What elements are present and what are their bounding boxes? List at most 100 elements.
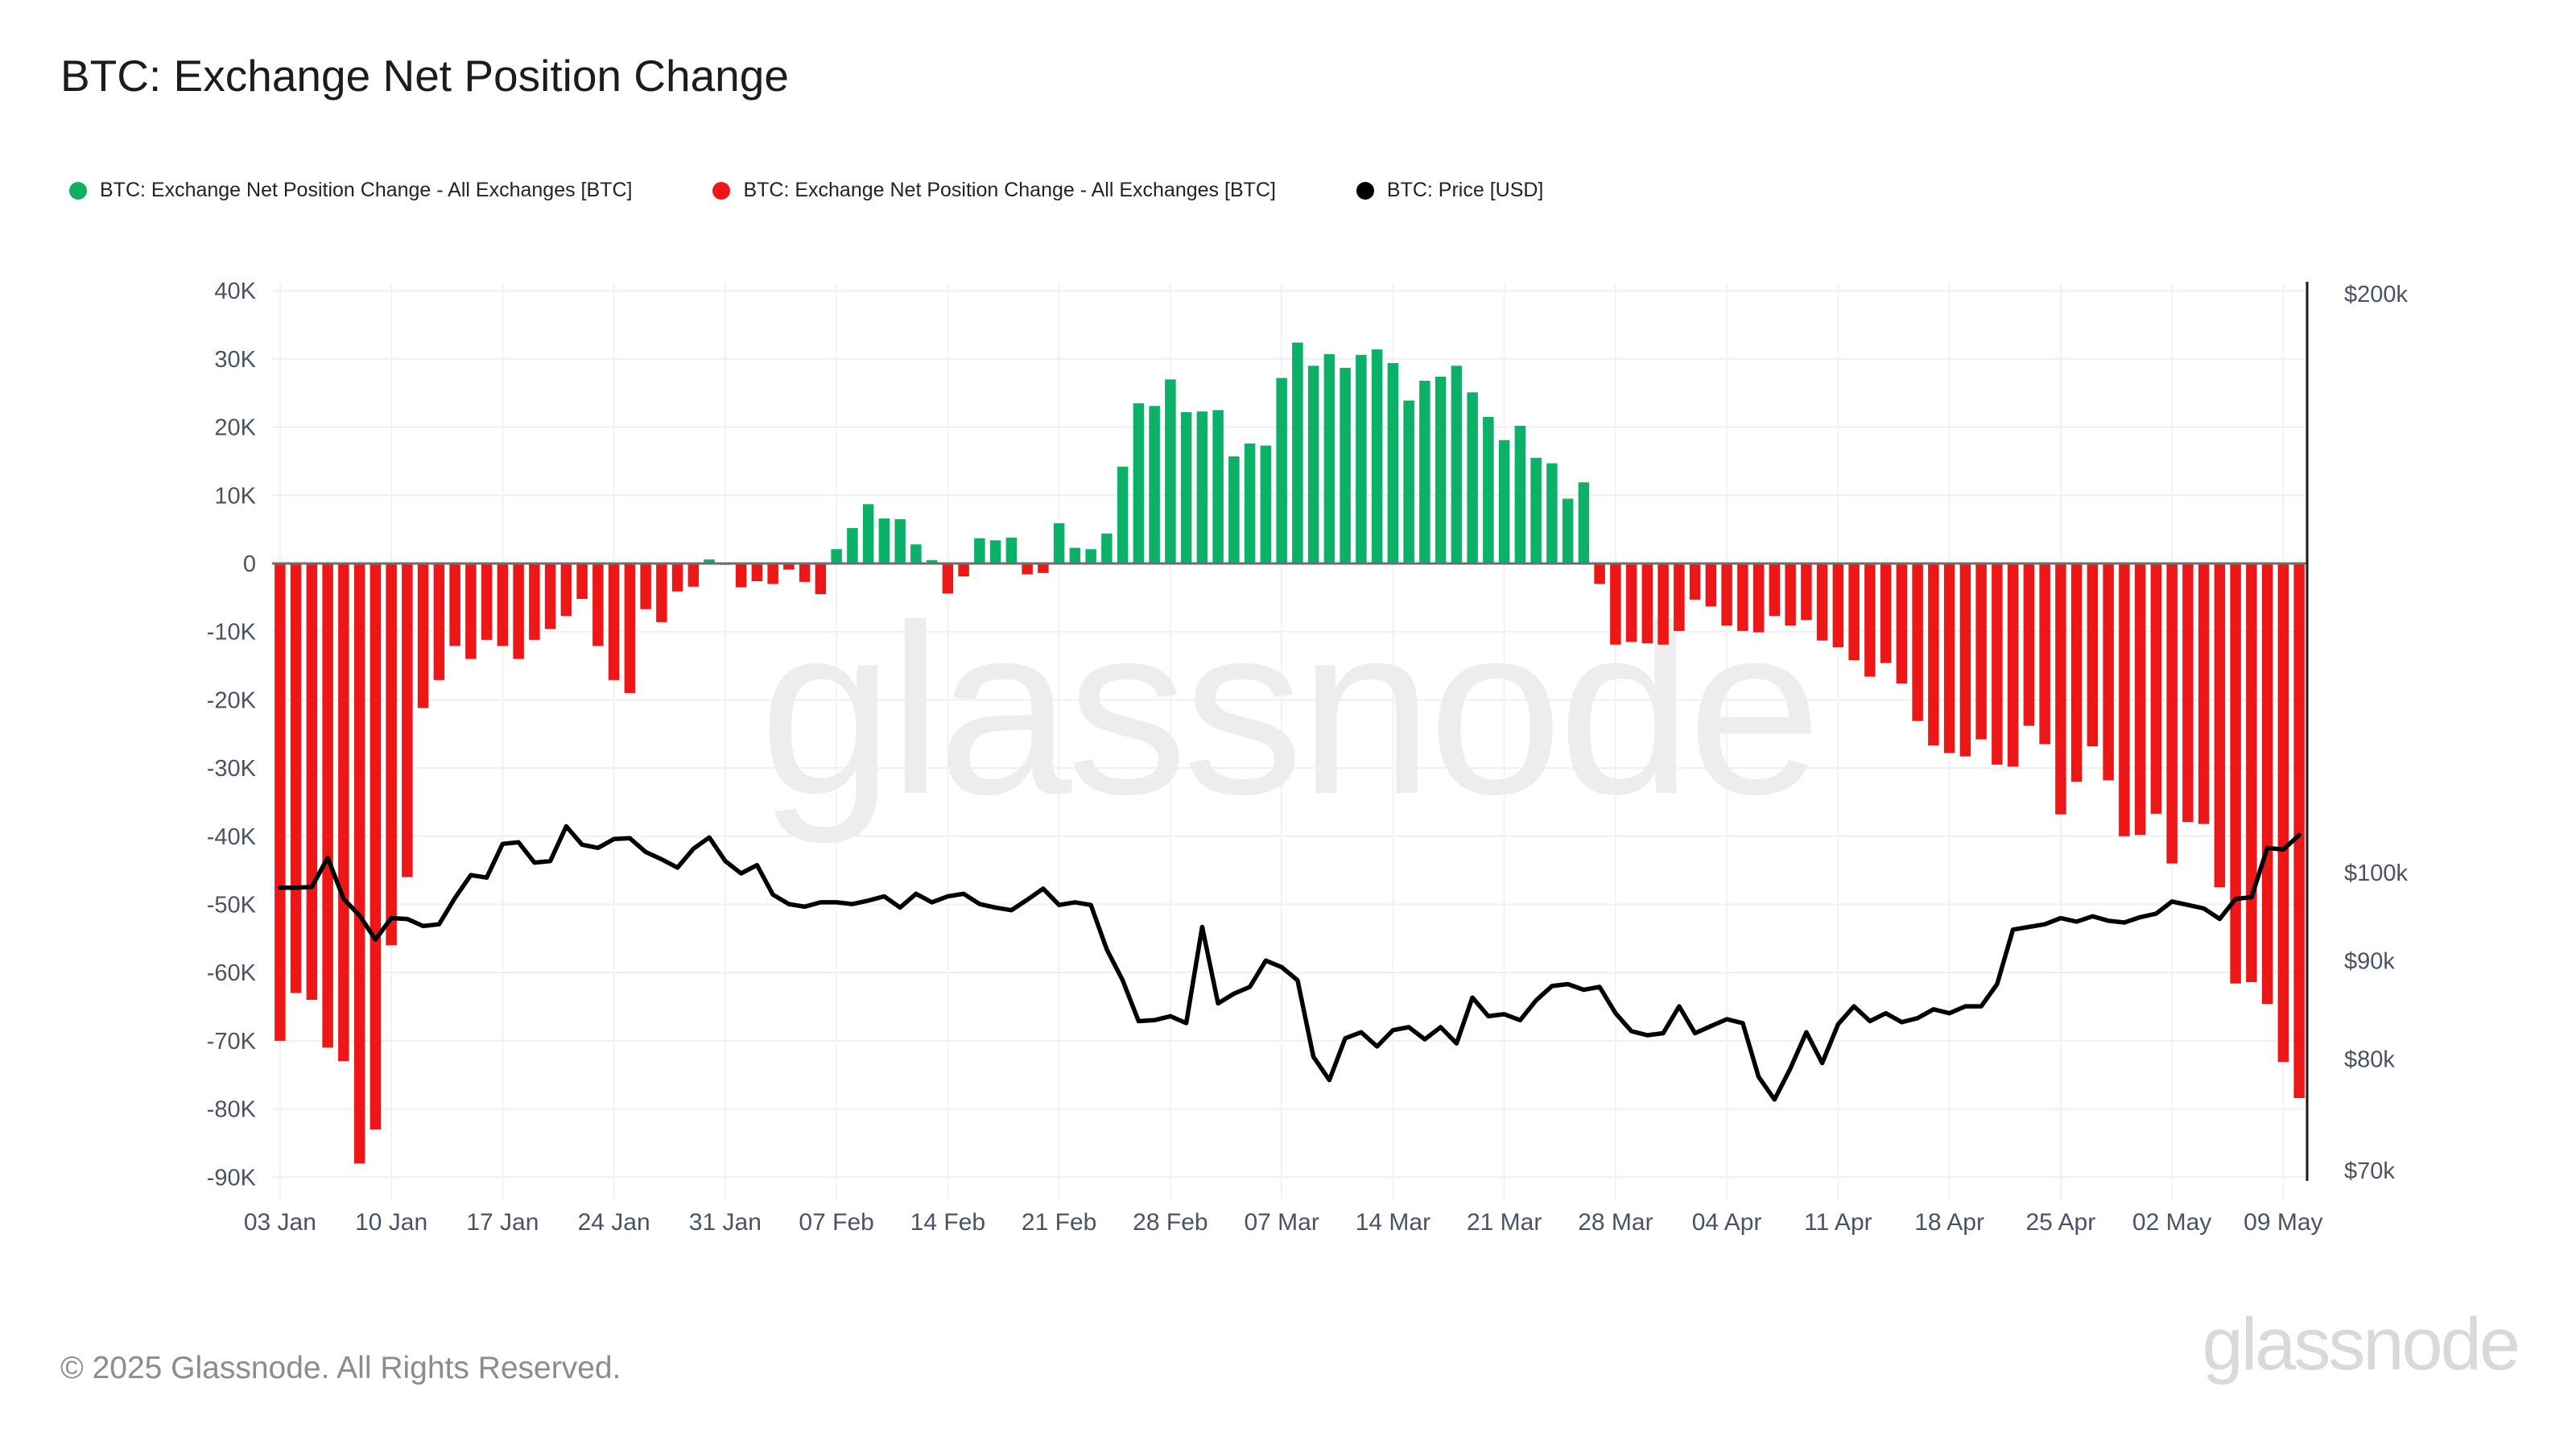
x-axis-tick: 28 Mar: [1578, 1209, 1653, 1236]
net-change-bar: [2214, 563, 2226, 888]
net-change-bar: [560, 563, 572, 617]
x-axis-tick: 24 Jan: [578, 1209, 650, 1236]
legend-item-net-change-negative[interactable]: BTC: Exchange Net Position Change - All …: [712, 179, 1276, 202]
net-change-bar: [1943, 563, 1955, 753]
x-axis-tick: 04 Apr: [1692, 1209, 1762, 1236]
y-axis-left-tick: 20K: [214, 415, 256, 441]
net-change-bar: [1212, 410, 1224, 563]
net-change-bar: [1307, 365, 1319, 563]
net-change-bar: [1992, 563, 2003, 765]
net-change-bars: [275, 342, 2305, 1164]
footer-copyright: © 2025 Glassnode. All Rights Reserved.: [60, 1351, 621, 1385]
net-change-bar: [1149, 406, 1160, 563]
net-change-bar: [2198, 563, 2210, 824]
net-change-bar: [1816, 563, 1828, 641]
net-change-bar: [2039, 563, 2050, 745]
net-change-bar: [1848, 563, 1860, 661]
y-axis-right-tick: $200k: [2344, 282, 2409, 308]
y-axis-left-tick: -50K: [207, 893, 257, 918]
net-change-bar: [433, 563, 445, 680]
x-axis-tick: 21 Feb: [1022, 1209, 1096, 1236]
net-change-bar: [2277, 563, 2289, 1063]
x-axis-tick: 21 Mar: [1467, 1209, 1542, 1236]
net-change-bar: [2134, 563, 2146, 836]
net-change-bar: [2103, 563, 2114, 781]
y-axis-right-tick: $80k: [2344, 1046, 2395, 1072]
net-change-bar: [576, 563, 588, 600]
net-change-bar: [1657, 563, 1669, 645]
net-change-bar: [862, 504, 874, 563]
y-axis-right-tick: $90k: [2344, 948, 2395, 974]
net-change-bar: [878, 518, 890, 563]
y-axis-left-tick: 0: [243, 551, 256, 577]
net-change-bar: [2182, 563, 2194, 823]
net-change-bar: [529, 563, 540, 640]
net-change-bar: [2261, 563, 2273, 1005]
net-change-bar: [449, 563, 460, 646]
net-change-bar: [1705, 563, 1717, 607]
legend-dot-red-icon: [712, 181, 731, 200]
net-change-bar: [1785, 563, 1796, 626]
axis-lines: [272, 282, 2309, 1181]
net-change-bar: [592, 563, 604, 646]
net-change-bar: [989, 540, 1001, 563]
net-change-bar: [1228, 456, 1240, 563]
net-change-bar: [1721, 563, 1732, 626]
net-change-bar: [2087, 563, 2099, 746]
net-change-bar: [1610, 563, 1621, 645]
net-change-bar: [1546, 463, 1558, 563]
net-change-bar: [2023, 563, 2035, 726]
legend-item-price[interactable]: BTC: Price [USD]: [1356, 179, 1543, 202]
x-axis-tick: 25 Apr: [2026, 1209, 2096, 1236]
net-change-bar: [465, 563, 477, 659]
net-change-bar: [402, 563, 413, 877]
net-change-bar: [2150, 563, 2162, 814]
net-change-bar: [1864, 563, 1876, 677]
net-change-bar: [1403, 400, 1414, 563]
net-change-bar: [2119, 563, 2130, 836]
net-change-bar: [783, 563, 795, 570]
net-change-bar: [2230, 563, 2241, 984]
net-change-bar: [608, 563, 620, 680]
net-change-bar: [1498, 440, 1510, 563]
net-change-bar: [1085, 549, 1096, 563]
net-change-bar: [1371, 349, 1383, 563]
y-axis-left-tick: -80K: [207, 1097, 257, 1123]
legend-dot-green-icon: [69, 181, 87, 200]
y-axis-left-tick: -60K: [207, 960, 257, 986]
net-change-bar: [831, 549, 842, 563]
net-change-bar: [2246, 563, 2257, 983]
y-axis-right-tick: $100k: [2344, 861, 2409, 886]
legend-label: BTC: Price [USD]: [1386, 179, 1544, 201]
net-change-bar: [2166, 563, 2178, 864]
net-change-bar: [1975, 563, 1987, 740]
net-change-bar: [1101, 533, 1113, 563]
y-axis-left-tick: -10K: [207, 620, 257, 646]
net-change-bar: [1451, 365, 1463, 563]
net-change-bar: [1356, 354, 1367, 563]
y-axis-left-tick: -70K: [207, 1029, 257, 1055]
glassnode-logo: glassnode: [2202, 1303, 2520, 1385]
net-change-bar: [958, 563, 969, 577]
net-change-bar: [1752, 563, 1765, 633]
net-change-bar: [1467, 392, 1478, 563]
net-change-bar: [386, 563, 397, 946]
net-change-bar: [942, 563, 954, 594]
net-change-bar: [1562, 498, 1574, 563]
net-change-bar: [1292, 342, 1303, 563]
net-change-bar: [1419, 381, 1430, 563]
net-change-bar: [1689, 563, 1701, 600]
net-change-bar: [624, 563, 636, 693]
net-change-bar: [1069, 547, 1081, 563]
legend-dot-black-icon: [1356, 181, 1374, 200]
net-change-bar: [1625, 563, 1637, 642]
net-change-bar: [1133, 402, 1145, 563]
y-axis-left-tick: -90K: [207, 1165, 257, 1191]
net-change-bar: [338, 563, 349, 1062]
page-title: BTC: Exchange Net Position Change: [60, 51, 789, 101]
net-change-bar: [1801, 563, 1812, 621]
net-change-bar: [1117, 466, 1129, 563]
net-change-bar: [513, 563, 524, 659]
legend-item-net-change-positive[interactable]: BTC: Exchange Net Position Change - All …: [69, 179, 632, 202]
legend-label: BTC: Exchange Net Position Change - All …: [743, 179, 1276, 201]
